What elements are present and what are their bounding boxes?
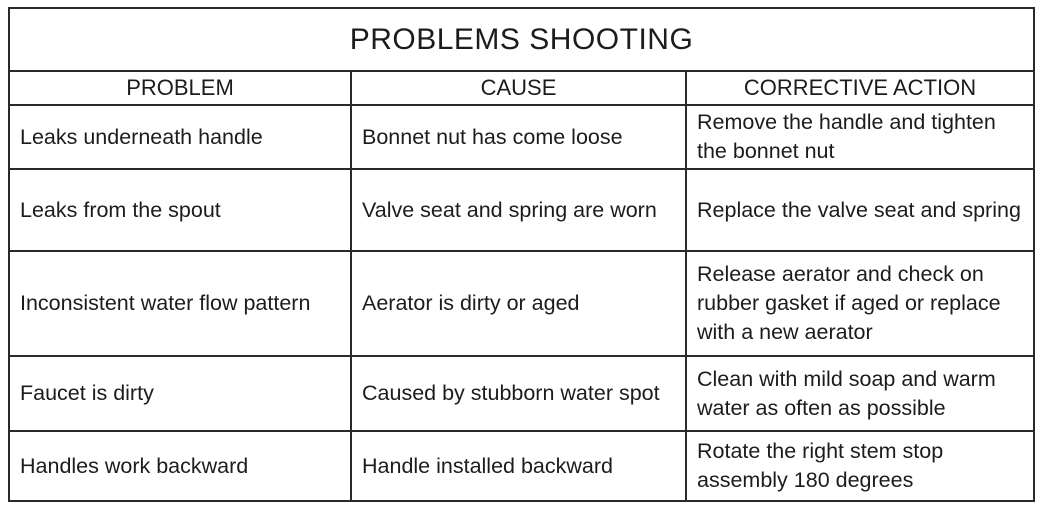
cell-corrective-action: Clean with mild soap and warm water as o…: [685, 355, 1035, 433]
cell-cause: Bonnet nut has come loose: [350, 103, 687, 171]
table-title: PROBLEMS SHOOTING: [8, 7, 1035, 72]
cell-corrective-action: Replace the valve seat and spring: [685, 168, 1035, 253]
table-title-row: PROBLEMS SHOOTING: [8, 7, 1035, 72]
table-row: Leaks underneath handle Bonnet nut has c…: [8, 103, 1035, 171]
table-row: Faucet is dirty Caused by stubborn water…: [8, 355, 1035, 433]
column-header-corrective-action: CORRECTIVE ACTION: [685, 70, 1035, 106]
cell-problem: Inconsistent water flow pattern: [8, 250, 352, 358]
cell-cause: Aerator is dirty or aged: [350, 250, 687, 358]
column-header-problem: PROBLEM: [8, 70, 352, 106]
cell-corrective-action: Remove the handle and tighten the bonnet…: [685, 103, 1035, 171]
table-row: Inconsistent water flow pattern Aerator …: [8, 250, 1035, 358]
cell-cause: Valve seat and spring are worn: [350, 168, 687, 253]
troubleshooting-table: PROBLEMS SHOOTING PROBLEM CAUSE CORRECTI…: [8, 7, 1035, 503]
cell-problem: Leaks from the spout: [8, 168, 352, 253]
cell-problem: Leaks underneath handle: [8, 103, 352, 171]
table-header-row: PROBLEM CAUSE CORRECTIVE ACTION: [8, 70, 1035, 106]
cell-corrective-action: Release aerator and check on rubber gask…: [685, 250, 1035, 358]
cell-problem: Faucet is dirty: [8, 355, 352, 433]
table-row: Leaks from the spout Valve seat and spri…: [8, 168, 1035, 253]
cell-cause: Handle installed backward: [350, 430, 687, 503]
cell-cause: Caused by stubborn water spot: [350, 355, 687, 433]
cell-corrective-action: Rotate the right stem stop assembly 180 …: [685, 430, 1035, 503]
column-header-cause: CAUSE: [350, 70, 687, 106]
table-row: Handles work backward Handle installed b…: [8, 430, 1035, 503]
cell-problem: Handles work backward: [8, 430, 352, 503]
